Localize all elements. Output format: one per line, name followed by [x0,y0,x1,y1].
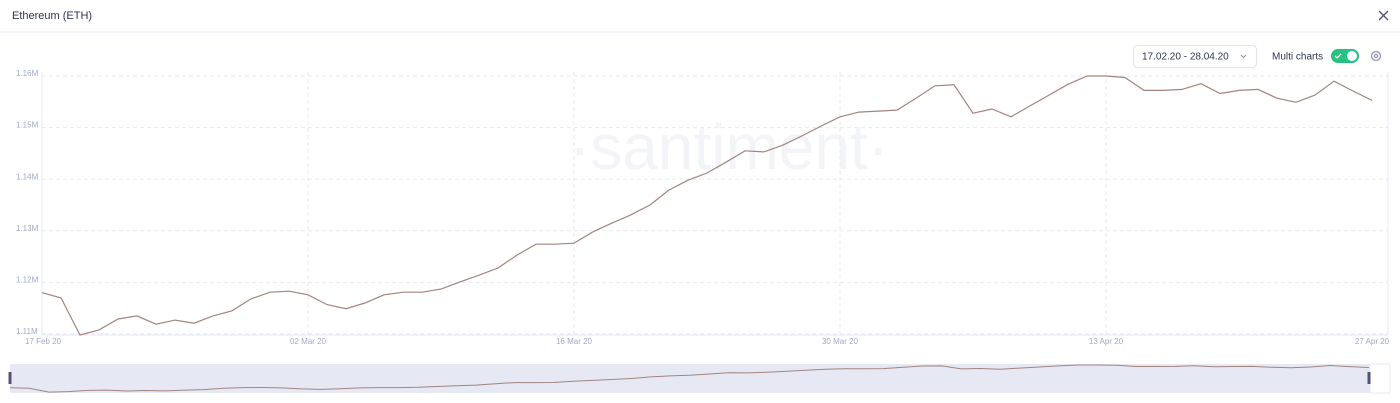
y-tick-label: 1.12M [16,276,39,285]
navigator-handle[interactable] [8,372,12,384]
toggle-knob [1347,51,1357,61]
data-line [41,75,1373,336]
x-tick-label: 16 Mar 20 [556,337,593,346]
watermark: ·santiment· [569,111,889,183]
navigator-handle[interactable] [1367,372,1371,384]
toggle-check [1334,53,1342,59]
y-tick-label: 1.14M [16,172,39,181]
panel-title: Ethereum (ETH) [12,10,92,22]
x-tick-label: 30 Mar 20 [822,337,859,346]
x-tick-label: 17 Feb 20 [25,337,62,346]
close-button[interactable] [1378,10,1389,21]
multi-charts-label: Multi charts [1272,52,1323,63]
y-tick-label: 1.13M [16,224,39,233]
x-tick-label: 27 Apr 20 [1355,337,1390,346]
x-tick-label: 13 Apr 20 [1089,337,1124,346]
y-tick-label: 1.11M [16,327,38,336]
settings-button[interactable] [1370,50,1382,62]
navigator-line [9,364,1370,393]
multi-charts-toggle[interactable] [1331,49,1359,63]
date-range-button[interactable]: 17.02.20 - 28.04.20 [1133,45,1257,68]
date-range: 17.02.20 - 28.04.20 [1142,52,1229,63]
y-tick-label: 1.16M [16,69,39,78]
y-tick-label: 1.15M [16,121,39,130]
x-tick-label: 02 Mar 20 [290,337,327,346]
navigator-rest [1369,363,1391,394]
